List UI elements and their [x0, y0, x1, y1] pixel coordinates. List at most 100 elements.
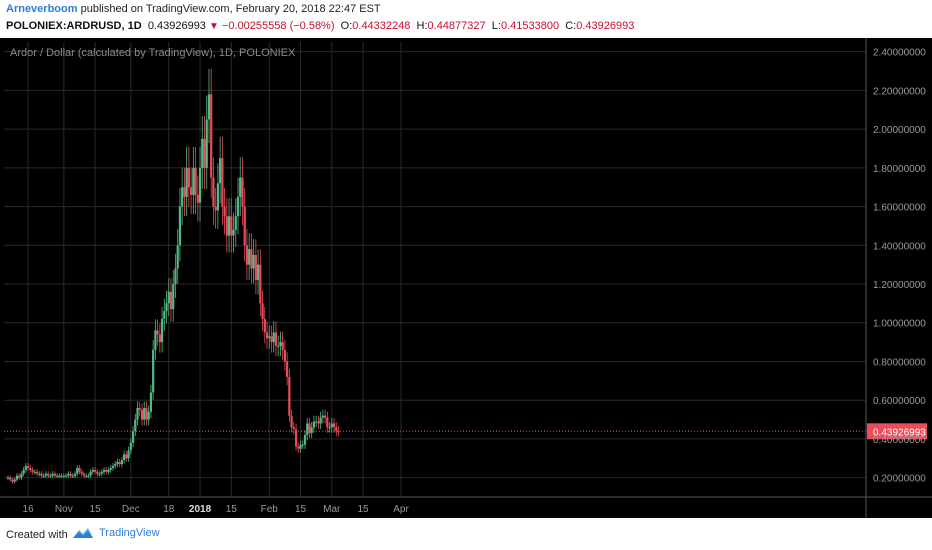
candle-body	[183, 187, 186, 197]
candle-body	[317, 421, 320, 424]
candle-body	[96, 471, 99, 474]
candle-body	[194, 167, 197, 195]
published-text: published on TradingView.com, February 2…	[77, 3, 381, 15]
change-value: −0.00255558 (−0.58%)	[221, 20, 335, 32]
candlestick-chart[interactable]: 0.43926993 0.20000000 0.40000000 0.6000000…	[0, 38, 932, 518]
candle-body	[87, 475, 90, 477]
candle-body	[100, 471, 103, 474]
y-tick-label: 2.00000000	[873, 125, 926, 136]
candle-body	[337, 431, 340, 433]
y-tick-label: 2.40000000	[873, 48, 926, 59]
last-price-tag-label: 0.43926993	[873, 427, 926, 438]
candle-body	[241, 177, 244, 207]
tradingview-logo-icon	[73, 528, 93, 538]
tradingview-brand[interactable]: TradingView	[72, 526, 160, 539]
candle-body	[167, 291, 170, 304]
created-with-text: Created with	[6, 529, 68, 541]
x-tick-label: Dec	[122, 504, 140, 515]
open-value: 0.44332248	[352, 20, 411, 32]
candle-body	[35, 471, 39, 474]
candle-body	[98, 473, 101, 475]
candle-body	[281, 342, 284, 350]
candle-body	[13, 479, 16, 482]
candle-body	[335, 427, 338, 432]
candle-body	[69, 473, 72, 476]
last-price-tag	[867, 423, 927, 440]
candle-body	[71, 475, 74, 477]
candles-group	[6, 68, 340, 484]
candle-body	[190, 187, 193, 195]
candle-body	[323, 415, 327, 418]
candle-body	[116, 462, 119, 465]
candle-body	[245, 245, 249, 265]
candle-body	[294, 429, 298, 447]
x-tick-label: 2018	[189, 504, 212, 515]
candle-body	[203, 138, 206, 168]
candle-body	[248, 249, 251, 265]
candle-body	[85, 475, 88, 477]
candle-body	[47, 473, 50, 476]
candle-body	[44, 473, 48, 476]
candle-body	[185, 167, 188, 197]
candle-body	[29, 467, 32, 470]
candle-body	[11, 479, 14, 482]
candle-body	[6, 477, 10, 479]
ohlc-line: POLONIEX:ARDRUSD, 1D 0.43926993 ▼ −0.002…	[6, 20, 634, 32]
candle-body	[149, 392, 153, 412]
candle-body	[216, 183, 220, 211]
candle-body	[31, 469, 34, 472]
candle-body	[33, 471, 36, 473]
candle-body	[93, 469, 97, 472]
candle-body	[290, 415, 293, 428]
x-tick-label: 15	[226, 504, 238, 515]
candle-body	[123, 454, 126, 461]
chart-header: Arneverboom published on TradingView.com…	[0, 0, 932, 38]
open-label: O:	[340, 20, 353, 32]
candle-body	[306, 423, 309, 436]
candle-body	[243, 206, 246, 246]
candle-body	[223, 206, 226, 217]
candle-body	[326, 417, 329, 428]
candle-body	[279, 342, 282, 346]
candle-body	[181, 187, 184, 207]
candle-body	[205, 119, 208, 168]
candle-body	[169, 291, 173, 310]
chart-area[interactable]: 0.43926993 0.20000000 0.40000000 0.6000000…	[0, 38, 932, 518]
y-tick-label: 1.80000000	[873, 164, 926, 175]
candle-body	[107, 469, 110, 472]
candle-body	[277, 345, 280, 347]
y-tick-label: 1.40000000	[873, 241, 926, 252]
candle-body	[192, 167, 195, 195]
candle-body	[24, 466, 27, 470]
candle-body	[265, 332, 269, 339]
candle-body	[274, 332, 278, 346]
candle-body	[263, 318, 266, 333]
author-link[interactable]: Arneverboom	[6, 3, 78, 15]
x-tick-label: Apr	[393, 504, 409, 515]
candle-body	[129, 442, 132, 451]
candle-body	[91, 469, 94, 472]
y-axis[interactable]: 0.20000000 0.40000000 0.60000000 0.80000000…	[865, 38, 926, 518]
candle-body	[230, 216, 233, 236]
candle-body	[286, 361, 289, 377]
x-axis[interactable]: 16 Nov 15 Dec 18 2018 15 Feb 15 Mar 15 Apr	[0, 496, 932, 515]
candle-body	[102, 469, 106, 472]
symbol-label: POLONIEX:ARDRUSD, 1D	[6, 20, 142, 32]
candle-body	[105, 469, 108, 472]
candle-body	[156, 330, 159, 335]
close-value: 0.43926993	[576, 20, 635, 32]
candle-body	[62, 475, 65, 477]
candle-body	[303, 435, 307, 445]
close-label: C:	[565, 20, 577, 32]
candle-body	[187, 167, 190, 188]
candle-body	[201, 138, 204, 168]
candle-body	[174, 268, 177, 285]
y-tick-label: 1.00000000	[873, 319, 926, 330]
candle-body	[319, 417, 322, 424]
y-tick-label: 1.60000000	[873, 203, 926, 214]
y-tick-label: 0.60000000	[873, 396, 926, 407]
chart-background	[0, 38, 932, 518]
candle-body	[236, 196, 240, 217]
candle-body	[38, 473, 41, 475]
candle-body	[239, 177, 242, 197]
